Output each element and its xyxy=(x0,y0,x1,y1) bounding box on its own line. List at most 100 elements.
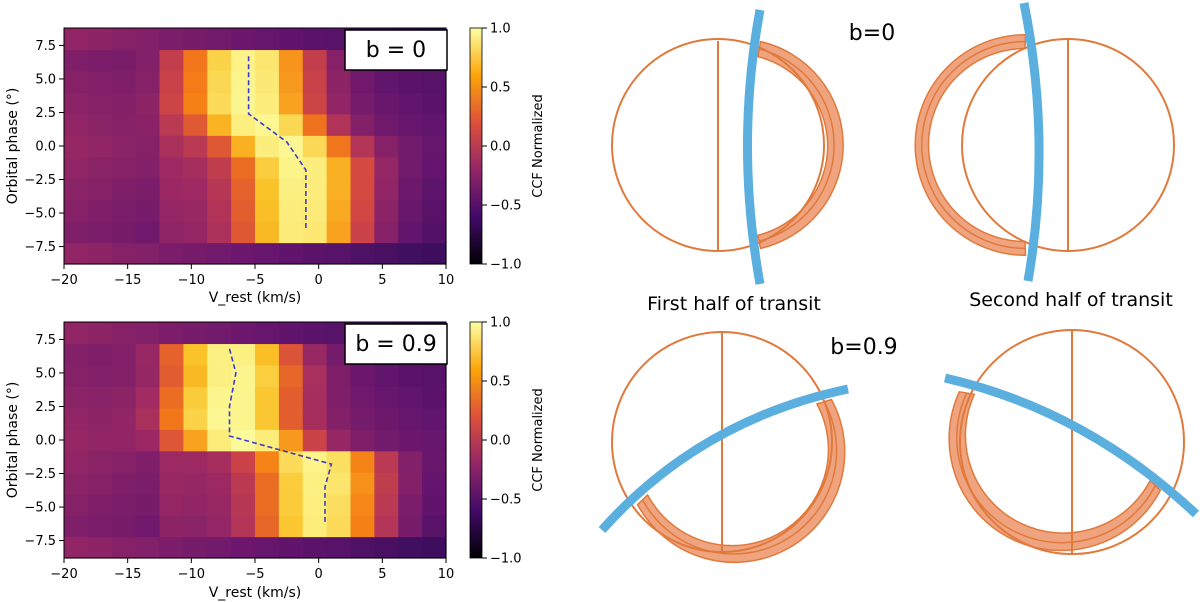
y-tick-label: −2.5 xyxy=(24,173,56,188)
heatmap-cell xyxy=(231,450,256,473)
heatmap-cell xyxy=(207,28,232,51)
heatmap-cell xyxy=(111,113,137,136)
heatmap-cell xyxy=(255,135,280,158)
heatmap-cell xyxy=(87,242,113,265)
heatmap-cell xyxy=(398,92,423,115)
heatmap-cell xyxy=(278,49,304,72)
y-axis-ticks-bottom: −7.5 −5.0 −2.5 0.0 2.5 5.0 7.5 xyxy=(24,333,64,549)
heatmap-cell xyxy=(207,343,232,366)
heatmap-cell xyxy=(398,156,423,179)
heatmap-cell xyxy=(159,343,184,366)
heatmap-cell xyxy=(207,536,232,559)
heatmap-cell xyxy=(183,536,208,559)
heatmap-cell xyxy=(278,407,304,430)
heatmap-cell xyxy=(231,536,256,559)
heatmap-cell xyxy=(422,178,447,201)
x-tick-label: −10 xyxy=(178,273,205,288)
heatmap-cell xyxy=(87,472,113,495)
heatmap-cell xyxy=(135,472,161,495)
heatmap-cell xyxy=(278,28,304,51)
heatmap-cell xyxy=(302,472,328,495)
heatmap-cell xyxy=(135,429,161,452)
heatmap-cell xyxy=(135,199,161,222)
heatmap-cell xyxy=(255,178,280,201)
heatmap-cell xyxy=(87,450,113,473)
heatmap-cell xyxy=(87,364,113,387)
heatmap-cell xyxy=(422,493,447,516)
heatmap-cell xyxy=(278,92,304,115)
heatmap-cell xyxy=(231,70,256,93)
heatmap-cell xyxy=(326,135,352,158)
heatmap-cell xyxy=(231,49,256,72)
heatmap-cell xyxy=(111,178,137,201)
atmosphere-inner-ring xyxy=(921,40,1026,250)
stellar-limb-arc xyxy=(743,9,765,285)
heatmap-cell xyxy=(398,70,423,93)
heatmap-cell xyxy=(183,135,208,158)
heatmap-cell xyxy=(207,113,232,136)
heatmap-cell xyxy=(231,156,256,179)
planet-b09-second-half xyxy=(943,329,1200,555)
heatmap-cell xyxy=(255,386,280,409)
heatmap-cell xyxy=(398,493,423,516)
heatmap-cell xyxy=(278,515,304,538)
heatmap-cell xyxy=(422,156,447,179)
heatmap-cell xyxy=(326,364,352,387)
heatmap-cell xyxy=(302,322,328,345)
heatmap-cell xyxy=(159,156,184,179)
heatmap-cell xyxy=(183,429,208,452)
heatmap-cell xyxy=(231,113,256,136)
heatmap-cell xyxy=(87,49,113,72)
heatmap-cell xyxy=(422,536,447,559)
heatmap-cell xyxy=(350,199,375,222)
heatmap-cell xyxy=(183,450,208,473)
heatmap-cell xyxy=(302,429,328,452)
heatmap-cell xyxy=(159,92,184,115)
heatmap-cell xyxy=(183,386,208,409)
colorbar-tick-label: 0.5 xyxy=(490,81,511,96)
heatmap-cell xyxy=(350,536,375,559)
heatmap-cell xyxy=(350,515,375,538)
heatmap-cell xyxy=(183,322,208,345)
heatmap-cell xyxy=(350,113,375,136)
heatmap-cell xyxy=(111,343,137,366)
heatmap-cell xyxy=(374,221,399,244)
ccf-trail-line-top xyxy=(247,56,307,230)
heatmap-cell xyxy=(111,493,137,516)
heatmap-cell xyxy=(207,156,232,179)
x-axis-label-bottom: V_rest (km/s) xyxy=(209,585,302,601)
colorbar-tick-label: 1.0 xyxy=(490,22,511,37)
y-tick-label: 0.0 xyxy=(35,140,56,155)
heatmap-cell xyxy=(159,450,184,473)
heatmap-cell xyxy=(398,407,423,430)
heatmap-cell xyxy=(350,472,375,495)
heatmap-cell xyxy=(64,364,89,387)
heatmap-cell xyxy=(135,407,161,430)
heatmap-cell xyxy=(183,28,208,51)
heatmap-cell xyxy=(326,472,352,495)
heatmap-cell xyxy=(87,407,113,430)
heatmap-cell xyxy=(207,429,232,452)
heatmap-cell xyxy=(231,472,256,495)
heatmap-cell xyxy=(64,135,89,158)
caption-second-half: Second half of transit xyxy=(969,289,1173,311)
heatmap-cell xyxy=(135,92,161,115)
planet-b09-first-half xyxy=(598,331,849,564)
heatmap-cell xyxy=(135,322,161,345)
x-axis-label-top: V_rest (km/s) xyxy=(209,290,302,306)
heatmap-cell xyxy=(398,221,423,244)
heatmap-cell xyxy=(64,386,89,409)
heatmap-cell xyxy=(159,364,184,387)
heatmap-cell xyxy=(422,515,447,538)
heatmap-cell xyxy=(255,429,280,452)
heatmap-cell xyxy=(422,199,447,222)
heatmap-cell xyxy=(255,407,280,430)
x-axis-ticks-bottom: −20 −15 −10 −5 0 5 10 xyxy=(50,558,454,582)
colorbar-tick-label: −0.5 xyxy=(490,199,522,214)
heatmap-cell xyxy=(350,156,375,179)
ccf-trail-line-bottom xyxy=(228,348,333,524)
heatmap-cell xyxy=(374,472,399,495)
heatmap-cell xyxy=(350,450,375,473)
heatmap-cell xyxy=(374,429,399,452)
heatmap-cell xyxy=(64,515,89,538)
